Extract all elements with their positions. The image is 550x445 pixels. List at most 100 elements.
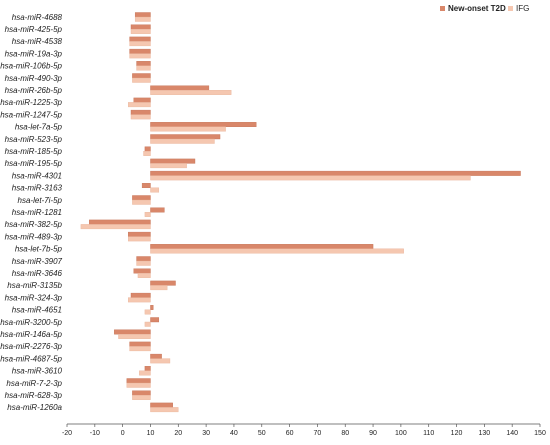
- category-label: hsa-miR-324-3p: [5, 293, 63, 302]
- bar-ifg: [150, 407, 179, 413]
- category-label: hsa-miR-4538: [12, 37, 63, 46]
- category-label: hsa-let-7i-5p: [18, 196, 63, 205]
- bar-new-onset-t2d: [150, 402, 173, 408]
- x-tick-label: 0: [121, 430, 125, 437]
- x-tick-label: 10: [147, 430, 155, 437]
- category-label: hsa-miR-4651: [12, 306, 62, 315]
- category-label: hsa-miR-185-5p: [5, 147, 63, 156]
- bar-ifg: [136, 65, 151, 71]
- bar-ifg: [129, 346, 151, 352]
- bar-ifg: [128, 236, 151, 242]
- bar-ifg: [128, 102, 151, 108]
- bars-group: [80, 12, 521, 413]
- category-label: hsa-miR-7-2-3p: [6, 379, 62, 388]
- bar-new-onset-t2d: [130, 109, 151, 115]
- bar-new-onset-t2d: [134, 12, 151, 18]
- bar-new-onset-t2d: [132, 195, 151, 201]
- category-label: hsa-miR-195-5p: [5, 159, 63, 168]
- bar-new-onset-t2d: [129, 36, 151, 42]
- x-tick-label: 140: [506, 430, 518, 437]
- bar-ifg: [144, 211, 151, 217]
- bar-new-onset-t2d: [132, 73, 151, 79]
- bar-ifg: [150, 285, 168, 291]
- category-label: hsa-miR-4688: [12, 13, 63, 22]
- bar-new-onset-t2d: [150, 280, 176, 286]
- x-tick-label: 20: [174, 430, 182, 437]
- bar-ifg: [128, 297, 151, 303]
- bar-new-onset-t2d: [150, 134, 221, 140]
- bar-ifg: [150, 138, 215, 144]
- bar-new-onset-t2d: [144, 146, 151, 152]
- x-tick-label: 150: [534, 430, 546, 437]
- category-label: hsa-miR-1281: [12, 208, 62, 217]
- x-tick-label: 110: [423, 430, 434, 437]
- bar-new-onset-t2d: [144, 366, 151, 371]
- bar-new-onset-t2d: [89, 219, 151, 225]
- category-label: hsa-miR-3610: [12, 367, 63, 376]
- bar-new-onset-t2d: [114, 329, 151, 335]
- category-label: hsa-miR-2276-3p: [0, 342, 62, 351]
- bar-ifg: [150, 163, 187, 169]
- legend-swatch-series-1: [508, 6, 513, 11]
- category-label: hsa-miR-106b-5p: [0, 62, 62, 71]
- category-label: hsa-let-7b-5p: [15, 245, 63, 254]
- x-tick-label: -20: [62, 430, 72, 437]
- category-label: hsa-miR-4687-5p: [0, 354, 62, 363]
- category-label: hsa-miR-425-5p: [5, 25, 63, 34]
- category-label: hsa-miR-489-3p: [5, 232, 63, 241]
- bar-new-onset-t2d: [136, 61, 151, 66]
- category-label: hsa-miR-19a-3p: [5, 49, 63, 58]
- category-label: hsa-miR-26b-5p: [5, 86, 63, 95]
- bar-new-onset-t2d: [150, 170, 521, 176]
- bar-ifg: [150, 175, 471, 181]
- x-tick-label: 100: [395, 430, 407, 437]
- bar-new-onset-t2d: [128, 231, 151, 237]
- bar-new-onset-t2d: [150, 305, 154, 310]
- category-label: hsa-miR-628-3p: [5, 391, 63, 400]
- x-tick-label: 70: [314, 430, 322, 437]
- category-labels: hsa-miR-4688 hsa-miR-425-5p hsa-miR-4538 hs…: [0, 13, 62, 412]
- bar-ifg: [132, 77, 151, 83]
- bar-new-onset-t2d: [150, 207, 165, 213]
- legend-label-series-0: New-onset T2D: [448, 4, 506, 13]
- category-label: hsa-miR-490-3p: [5, 74, 63, 83]
- bar-ifg: [136, 260, 151, 266]
- bar-ifg: [150, 187, 160, 193]
- bar-ifg: [134, 16, 151, 22]
- bar-ifg: [129, 53, 151, 59]
- bar-ifg: [129, 41, 151, 47]
- bar-ifg: [118, 334, 151, 339]
- bar-ifg: [130, 114, 151, 120]
- category-label: hsa-miR-3135b: [7, 281, 62, 290]
- x-tick-label: 60: [286, 430, 294, 437]
- bar-ifg: [139, 370, 151, 376]
- legend-swatch-series-0: [440, 6, 445, 11]
- bar-ifg: [150, 126, 226, 132]
- bar-new-onset-t2d: [126, 378, 151, 384]
- bar-ifg: [150, 89, 232, 95]
- category-label: hsa-miR-523-5p: [5, 135, 63, 144]
- bar-ifg: [144, 321, 151, 327]
- bar-ifg: [144, 309, 151, 315]
- category-label: hsa-miR-3200-5p: [0, 318, 62, 327]
- x-tick-label: 50: [258, 430, 266, 437]
- bar-ifg: [132, 395, 151, 400]
- bar-new-onset-t2d: [129, 341, 151, 347]
- category-label: hsa-miR-1260a: [7, 403, 62, 412]
- bar-new-onset-t2d: [132, 390, 151, 396]
- bar-ifg: [137, 273, 151, 278]
- x-tick-label: -10: [90, 430, 100, 437]
- x-tick-label: 130: [479, 430, 491, 437]
- legend-label-series-1: IFG: [516, 4, 529, 13]
- x-tick-label: 30: [202, 430, 210, 437]
- bar-ifg: [150, 358, 171, 364]
- x-tick-label: 120: [451, 430, 463, 437]
- x-tick-label: 80: [341, 430, 349, 437]
- bar-new-onset-t2d: [150, 122, 257, 128]
- bar-ifg: [126, 382, 151, 388]
- bar-new-onset-t2d: [129, 48, 151, 54]
- bar-new-onset-t2d: [150, 317, 160, 323]
- bar-new-onset-t2d: [130, 24, 151, 30]
- bar-new-onset-t2d: [141, 183, 151, 189]
- bar-new-onset-t2d: [150, 158, 196, 164]
